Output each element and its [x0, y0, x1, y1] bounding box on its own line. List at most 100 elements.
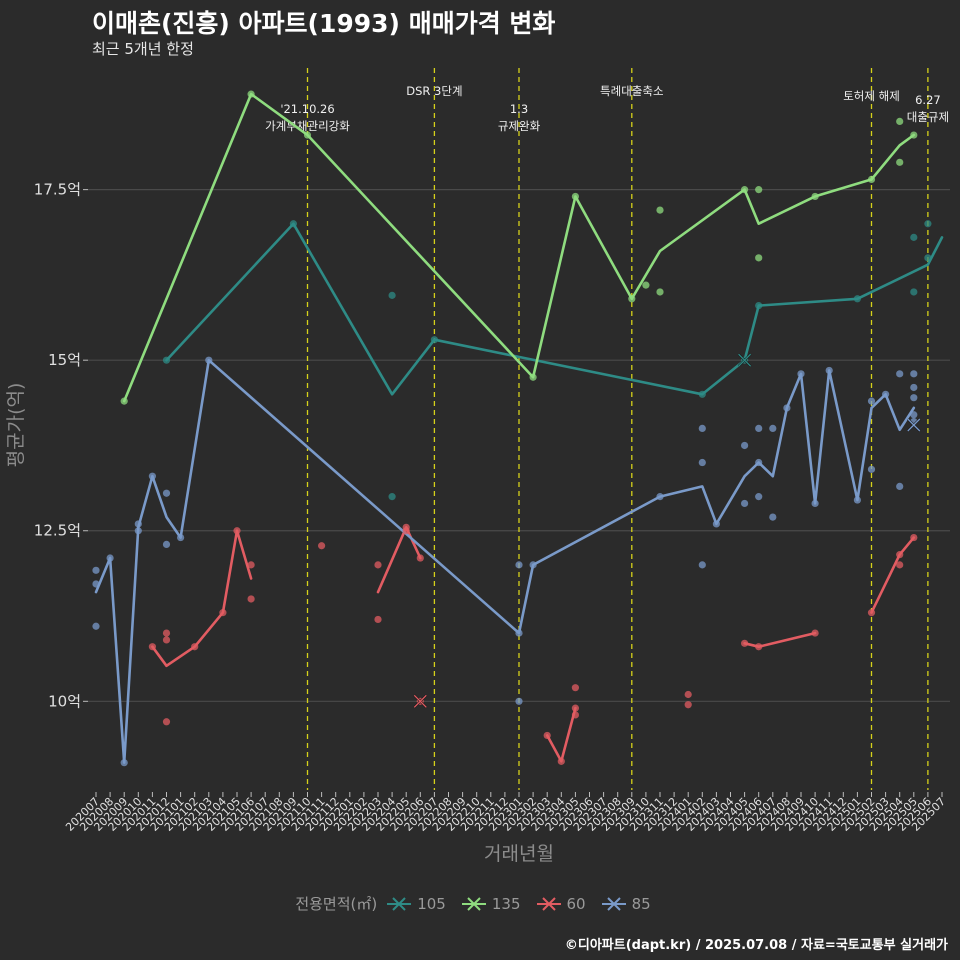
point-60: [557, 757, 565, 765]
point-135: [529, 373, 537, 381]
event-label: 특례대출축소: [600, 84, 663, 98]
point-85: [755, 458, 763, 467]
point-105: [910, 233, 918, 241]
point-85: [910, 370, 918, 378]
point-60: [684, 701, 692, 709]
event-label: 대출규제: [907, 110, 949, 124]
point-60: [148, 643, 156, 651]
event-label: 가계부채관리강화: [265, 119, 350, 133]
point-85: [882, 390, 890, 398]
point-85: [656, 493, 664, 501]
point-135: [910, 131, 918, 139]
source-caption: ©디아파트(dapt.kr) / 2025.07.08 / 자료=국토교통부 실…: [564, 938, 948, 953]
legend-label: 135: [491, 894, 521, 913]
point-85: [896, 482, 904, 491]
point-85: [515, 629, 523, 637]
point-60: [219, 609, 227, 617]
point-85: [120, 759, 128, 767]
point-60: [191, 643, 199, 651]
point-105: [388, 291, 396, 299]
legend-key-icon: [601, 896, 626, 911]
point-85: [515, 561, 523, 569]
legend-title: 전용면적(㎡): [295, 895, 378, 913]
point-60: [416, 554, 424, 562]
point-135: [811, 192, 819, 201]
point-60: [162, 718, 171, 726]
point-60: [571, 684, 580, 692]
event-label: 6.27: [915, 93, 941, 107]
point-60: [247, 595, 255, 603]
event-label: 규제완화: [498, 119, 541, 133]
point-85: [698, 424, 706, 433]
point-85: [853, 496, 862, 504]
point-85: [134, 527, 142, 535]
point-105: [430, 336, 438, 344]
point-85: [134, 520, 142, 528]
point-135: [656, 206, 664, 214]
point-85: [755, 424, 763, 433]
series-line-60: [870, 536, 916, 614]
point-60: [741, 639, 749, 647]
point-60: [402, 527, 410, 535]
point-135: [896, 117, 904, 126]
point-60: [233, 527, 241, 535]
point-85: [515, 697, 523, 705]
event-markers: '21.10.26 가계부채관리강화 DSR 3단계 1.3 규제완화 특례대출축소 토허제…: [265, 68, 949, 790]
point-60: [896, 561, 904, 569]
point-85: [92, 580, 100, 588]
point-85: [529, 561, 537, 569]
y-tick-label: 10억: [48, 692, 81, 710]
point-135: [755, 186, 763, 194]
point-135: [120, 397, 128, 405]
legend-items: 105 135 60 85: [385, 895, 664, 913]
point-135: [303, 131, 312, 139]
point-60: [318, 542, 326, 550]
point-85: [825, 366, 833, 375]
point-85: [910, 394, 918, 402]
point-105: [924, 220, 932, 228]
cancel-mark-85: [907, 418, 921, 432]
point-60: [684, 690, 692, 699]
legend-label: 60: [566, 894, 586, 913]
point-60: [571, 704, 580, 712]
y-tick-label: 15억: [48, 351, 81, 369]
series-line-60: [151, 529, 253, 668]
series-line-105: [165, 222, 944, 396]
point-60: [571, 711, 580, 719]
point-60: [543, 731, 551, 740]
point-135: [867, 175, 876, 183]
point-105: [289, 220, 297, 228]
point-85: [797, 370, 805, 378]
point-85: [741, 499, 749, 508]
point-85: [92, 622, 100, 630]
point-135: [628, 295, 636, 303]
series-line-60: [545, 706, 577, 763]
legend-label: 105: [417, 894, 446, 913]
point-135: [741, 186, 749, 194]
point-105: [853, 295, 862, 303]
series-line-85: [94, 358, 916, 764]
point-85: [205, 356, 213, 364]
legend: 전용면적(㎡) 105 135 60 85: [0, 893, 960, 914]
point-85: [162, 489, 171, 497]
cancel-mark-105: [738, 353, 752, 367]
point-105: [924, 254, 932, 262]
point-105: [910, 288, 918, 296]
legend-key-icon: [461, 896, 486, 911]
point-85: [769, 424, 777, 433]
data-points: [92, 90, 932, 767]
y-tick-label: 12.5억: [34, 522, 81, 540]
chart-subtitle: 최근 5개년 한정: [92, 40, 194, 58]
series-line-60: [743, 631, 817, 648]
point-135: [247, 90, 255, 98]
point-85: [811, 499, 819, 508]
point-85: [698, 561, 706, 569]
point-60: [374, 615, 382, 624]
cancel-mark-60: [413, 694, 427, 708]
point-85: [910, 383, 918, 392]
y-axis-title: 평균가(억): [5, 383, 27, 468]
point-60: [374, 561, 382, 569]
point-85: [755, 493, 763, 501]
point-105: [755, 302, 763, 310]
